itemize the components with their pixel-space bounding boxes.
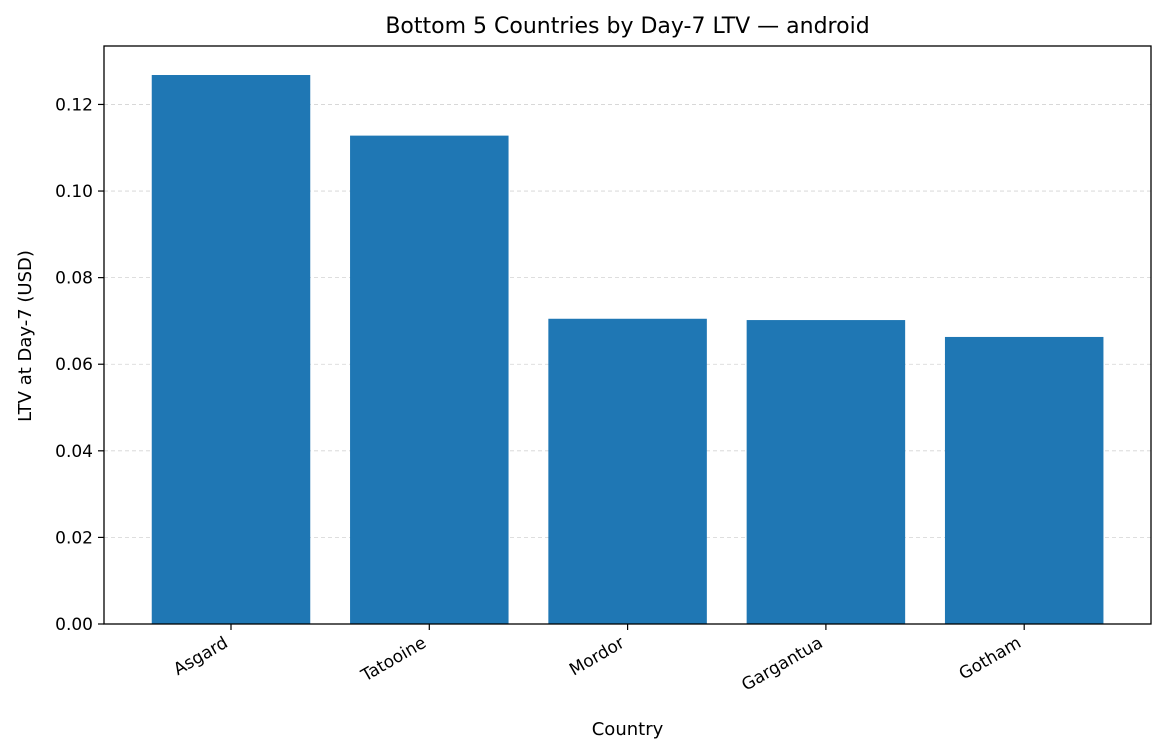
bars [151,75,1104,624]
y-axis-label: LTV at Day-7 (USD) [15,250,36,422]
bar-gargantua [746,320,906,624]
bar-asgard [151,75,311,624]
bar-mordor [548,318,707,624]
y-tick-label: 0.00 [55,615,93,635]
bar-tatooine [350,135,509,624]
y-tick-label: 0.04 [55,442,93,462]
y-tick-label: 0.06 [55,355,93,375]
y-tick-label: 0.02 [55,528,93,548]
y-tick-label: 0.12 [55,95,93,115]
chart-title: Bottom 5 Countries by Day-7 LTV — androi… [385,14,869,39]
bar-gotham [944,336,1104,624]
y-tick-label: 0.08 [55,269,93,289]
y-axis-ticks: 0.00 0.02 0.04 0.06 0.08 0.10 0.12 [55,95,104,635]
x-axis-label: Country [592,719,664,740]
y-tick-label: 0.10 [55,182,93,202]
